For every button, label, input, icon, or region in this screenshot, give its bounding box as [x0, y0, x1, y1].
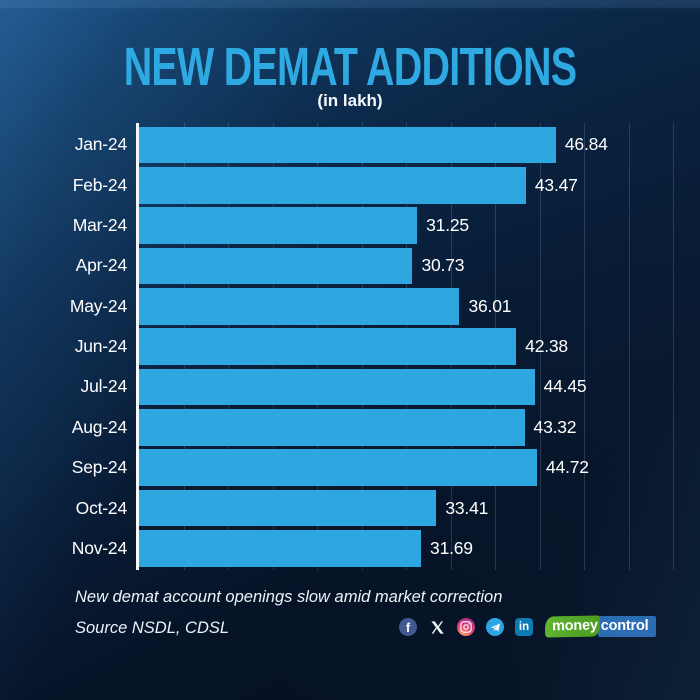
x-icon[interactable]: [428, 618, 446, 636]
instagram-icon[interactable]: [457, 618, 475, 636]
bar-row-nov-24: Nov-24 31.69: [72, 530, 673, 567]
x-glyph: [430, 620, 444, 634]
telegram-icon[interactable]: [486, 618, 504, 636]
value-label: 44.72: [546, 457, 589, 478]
bar: [139, 530, 422, 567]
chart-title-text: NEW DEMAT ADDITIONS: [123, 37, 577, 97]
category-label: Mar-24: [72, 215, 127, 236]
bar: [139, 408, 525, 446]
gridline-55: [628, 123, 630, 570]
category-label: May-24: [69, 295, 127, 316]
bar: [139, 368, 535, 406]
value-label: 31.25: [426, 215, 469, 236]
bar: [139, 449, 537, 487]
linkedin-icon[interactable]: in: [515, 618, 533, 636]
category-label: Sep-24: [71, 457, 127, 478]
bar: [139, 166, 526, 204]
chart-subtitle: (in lakh): [317, 91, 383, 110]
bar: [139, 489, 437, 527]
value-label: 46.84: [564, 134, 608, 155]
gridline-45: [539, 123, 541, 570]
telegram-glyph: [490, 623, 500, 631]
social-icons-row: f in: [399, 617, 533, 637]
value-label: 31.69: [430, 537, 473, 558]
bar-row-may-24: May-24 36.01: [70, 287, 673, 325]
value-label: 30.73: [421, 255, 465, 276]
moneycontrol-logo[interactable]: money control: [544, 615, 656, 638]
category-label: Jun-24: [74, 336, 128, 357]
bar-row-aug-24: Aug-24 43.32: [72, 408, 673, 446]
value-label: 42.38: [525, 336, 568, 357]
gridline-60: [673, 123, 674, 570]
value-label: 36.01: [468, 295, 512, 316]
value-label: 43.32: [533, 416, 577, 437]
bar-row-feb-24: Feb-24 43.47: [73, 166, 673, 204]
bar: [139, 126, 556, 164]
category-label: Oct-24: [75, 497, 128, 518]
bar-row-sep-24: Sep-24 44.72: [72, 449, 673, 487]
instagram-glyph: [460, 621, 472, 633]
value-label: 33.41: [445, 497, 489, 518]
bar-chart: Jan-24 46.84 Feb-24 43.47 Mar-24 31.25 Apr-24 3…: [70, 123, 674, 570]
category-label: Feb-24: [72, 174, 127, 195]
bar-row-jan-24: Jan-24 46.84: [75, 126, 673, 164]
moneycontrol-logo-control: control: [597, 616, 656, 637]
category-label: Aug-24: [71, 416, 127, 437]
bar-row-jun-24: Jun-24 42.38: [75, 328, 673, 366]
bar: [139, 328, 517, 366]
bar-row-oct-24: Oct-24 33.41: [76, 489, 673, 527]
bar: [139, 207, 418, 244]
category-label: Nov-24: [71, 537, 127, 558]
bar-row-jul-24: Jul-24 44.45: [81, 368, 673, 406]
moneycontrol-logo-money: money: [544, 615, 600, 638]
chart-annotation: New demat account openings slow amid mar…: [75, 588, 503, 606]
value-label: 43.47: [534, 174, 578, 195]
y-axis-line: [136, 123, 139, 570]
gridline-50: [584, 123, 585, 570]
category-label: Apr-24: [75, 255, 128, 276]
category-label: Jul-24: [80, 376, 128, 397]
bar-row-apr-24: Apr-24 30.73: [76, 247, 673, 285]
chart-title: NEW DEMAT ADDITIONS: [0, 40, 700, 94]
bar: [139, 287, 460, 325]
source-text: Source NSDL, CDSL: [75, 619, 230, 637]
value-label: 44.45: [543, 376, 587, 397]
facebook-icon[interactable]: f: [399, 618, 417, 636]
bar: [139, 247, 413, 285]
category-label: Jan-24: [74, 134, 128, 155]
bar-row-mar-24: Mar-24 31.25: [73, 207, 673, 244]
